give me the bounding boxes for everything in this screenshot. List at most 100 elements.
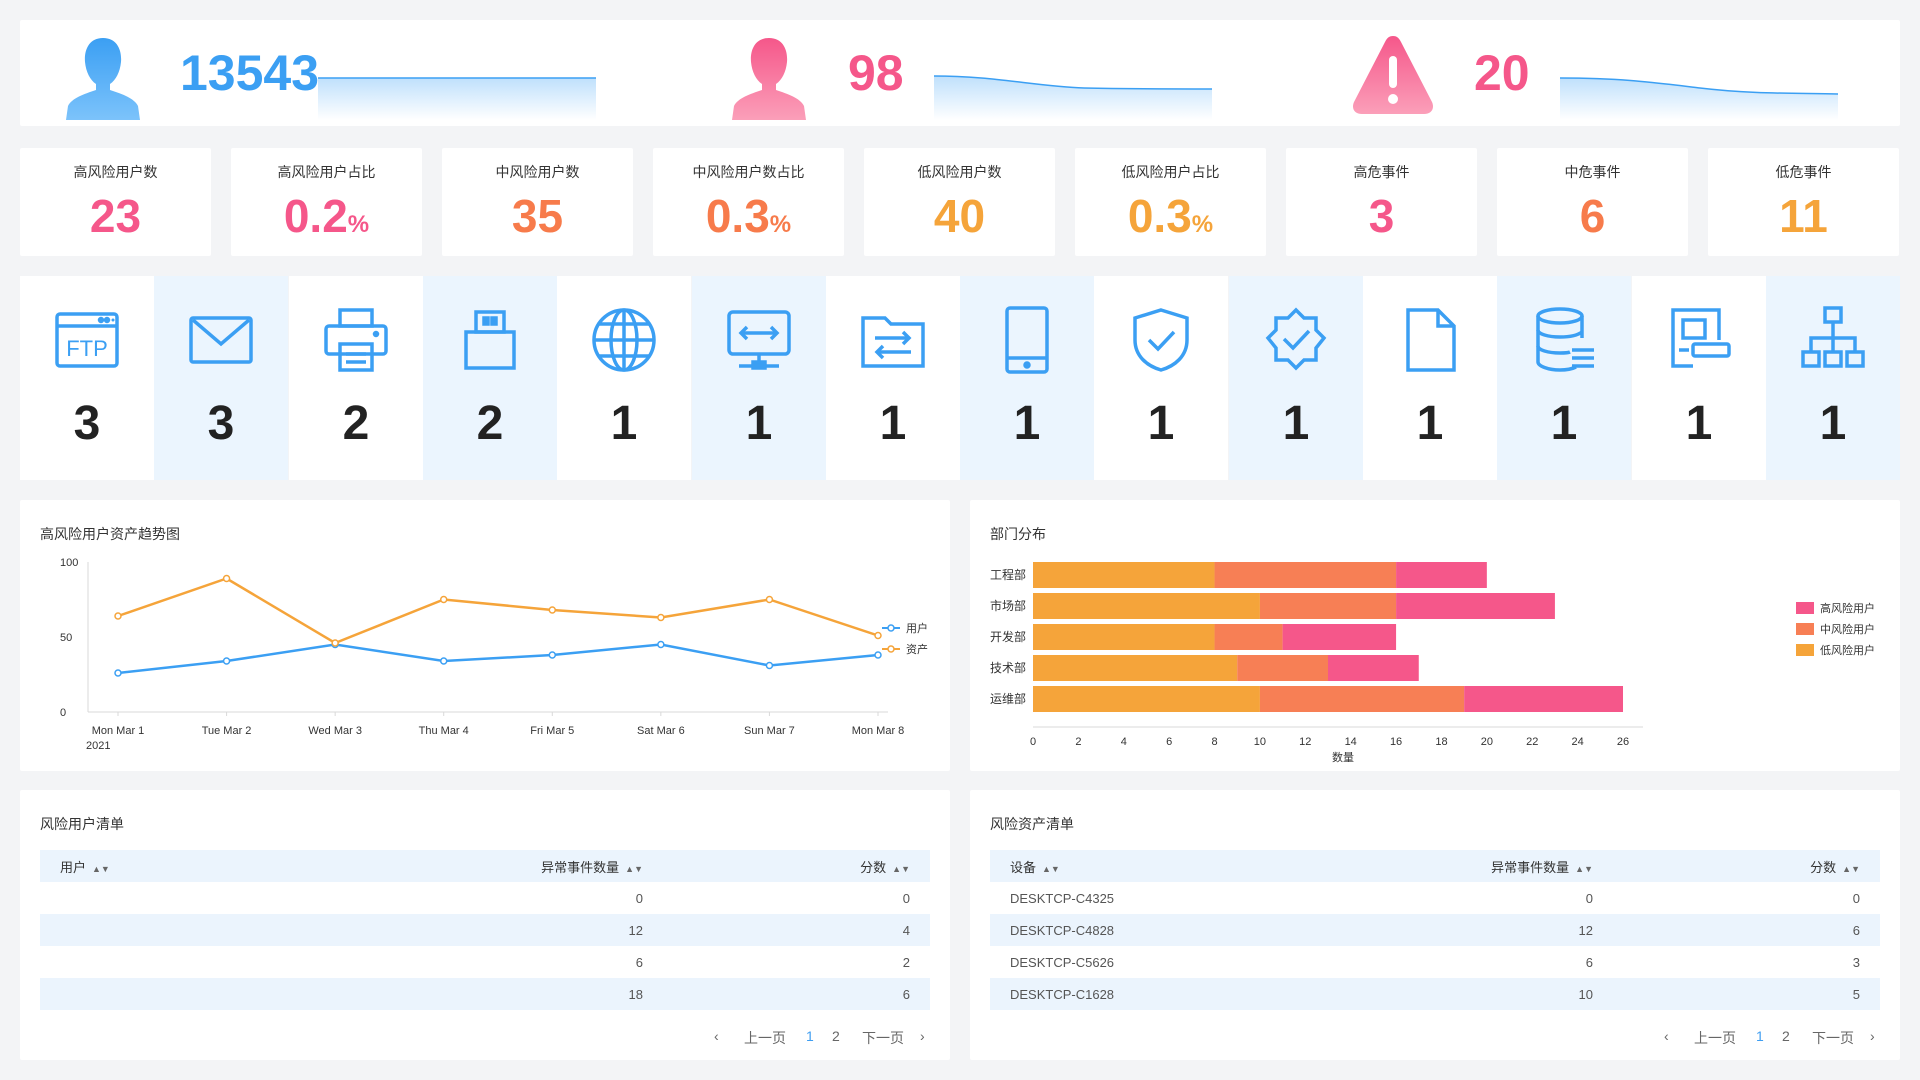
data-point[interactable] (765, 661, 774, 670)
sort-icon[interactable]: ▲▼ (625, 863, 643, 874)
table-row[interactable]: DESKTCP-C1628 10 5 (990, 978, 1880, 1010)
page-1-button[interactable]: 1 (806, 1028, 814, 1044)
channel-badge-check[interactable]: 1 (1229, 276, 1363, 480)
dept-chart: 0 2 4 6 8 10 12 14 16 18 20 22 24 26数量工程部市场部开发部技术部运维部… (990, 562, 1875, 764)
channel-database[interactable]: 1 (1497, 276, 1631, 480)
bar-segment[interactable] (1033, 686, 1260, 712)
data-point[interactable] (657, 640, 665, 649)
col-events[interactable]: 异常事件数量 ▲▼ (351, 850, 663, 882)
bar-segment[interactable] (1282, 624, 1397, 650)
data-point[interactable] (765, 595, 774, 604)
data-point[interactable] (439, 595, 448, 604)
channel-monitor-transfer[interactable]: 1 (692, 276, 826, 480)
ftp-label: FTP (66, 336, 108, 361)
prev-icon[interactable]: ‹ (714, 1028, 719, 1044)
data-point[interactable] (114, 669, 122, 677)
bar-segment[interactable] (1259, 686, 1465, 712)
globe-icon (592, 308, 656, 372)
bar-segment[interactable] (1396, 562, 1487, 588)
stat-number: 6 (1579, 190, 1606, 242)
legend-label[interactable]: 用户 (906, 621, 928, 635)
channel-printer[interactable]: 2 (289, 276, 423, 480)
data-point[interactable] (548, 651, 557, 659)
data-point[interactable] (548, 606, 557, 614)
x-tick-label: 14 (1345, 736, 1357, 748)
bar-segment[interactable] (1396, 593, 1555, 619)
data-point[interactable] (874, 651, 882, 659)
next-page-button[interactable]: 下一页 (862, 1030, 904, 1046)
channel-sitemap[interactable]: 1 (1766, 276, 1900, 480)
stat-number: 11 (1779, 190, 1828, 242)
col-score[interactable]: 分数 ▲▼ (663, 850, 930, 882)
channel-tablet[interactable]: 1 (960, 276, 1094, 480)
stat-label: 中风险用户数占比 (692, 164, 805, 180)
stat-card: 高风险用户占比 0.2% (231, 148, 422, 256)
channel-shield-check[interactable]: 1 (1094, 276, 1228, 480)
legend-label[interactable]: 中风险用户 (1820, 622, 1875, 636)
data-point[interactable] (439, 657, 448, 665)
channel-usb[interactable]: 2 (423, 276, 557, 480)
bar-segment[interactable] (1033, 562, 1215, 588)
bar-segment[interactable] (1033, 624, 1215, 650)
channel-mail[interactable]: 3 (154, 276, 288, 480)
stat-percent: % (347, 211, 370, 238)
data-point[interactable] (657, 613, 665, 622)
alerts-sparkline (1560, 77, 1838, 120)
legend-label[interactable]: 低风险用户 (1820, 643, 1875, 657)
bar-segment[interactable] (1033, 593, 1260, 619)
prev-page-button[interactable]: 上一页 (744, 1030, 786, 1046)
bar-segment[interactable] (1259, 593, 1397, 619)
sort-icon[interactable]: ▲▼ (1575, 863, 1593, 874)
page-2-button[interactable]: 2 (1782, 1028, 1790, 1044)
sort-icon[interactable]: ▲▼ (92, 863, 110, 874)
channel-folder-transfer[interactable]: 1 (826, 276, 960, 480)
sort-icon[interactable]: ▲▼ (1842, 863, 1860, 874)
legend-label[interactable]: 资产 (906, 642, 928, 656)
bar-segment[interactable] (1214, 562, 1397, 588)
table-row[interactable]: DESKTCP-C4828 12 6 (990, 914, 1880, 946)
x-tick-label: Mon Mar 8 (852, 725, 905, 737)
legend-label[interactable]: 高风险用户 (1820, 601, 1875, 615)
data-point[interactable] (114, 612, 122, 620)
bar-segment[interactable] (1237, 655, 1328, 681)
col-score[interactable]: 分数 ▲▼ (1613, 850, 1880, 882)
channel-globe[interactable]: 1 (557, 276, 691, 480)
sort-icon[interactable]: ▲▼ (1042, 863, 1060, 874)
x-tick-label: 20 (1481, 736, 1493, 748)
col-user[interactable]: 用户 ▲▼ (40, 850, 352, 882)
channel-file[interactable]: 1 (1363, 276, 1497, 480)
channel-count: 1 (745, 397, 773, 450)
page-1-button[interactable]: 1 (1756, 1028, 1764, 1044)
bar-segment[interactable] (1464, 686, 1623, 712)
prev-icon[interactable]: ‹ (1664, 1028, 1669, 1044)
next-icon[interactable]: › (920, 1028, 925, 1044)
data-point[interactable] (222, 657, 231, 665)
page-2-button[interactable]: 2 (832, 1028, 840, 1044)
risk-users-sparkline (934, 75, 1212, 120)
next-page-button[interactable]: 下一页 (1812, 1030, 1854, 1046)
col-events[interactable]: 异常事件数量 ▲▼ (1301, 850, 1613, 882)
bar-segment[interactable] (1033, 655, 1238, 681)
data-point[interactable] (222, 574, 231, 583)
stat-card: 高危事件 3 (1286, 148, 1477, 256)
sort-icon[interactable]: ▲▼ (892, 863, 910, 874)
table-row[interactable]: DESKTCP-C4325 0 0 (990, 882, 1880, 914)
risk-user-panel: 风险用户清单 用户 ▲▼ 异常事件数量 ▲▼ 分数 ▲▼ 0 0 12 4 6 2 18 6 ‹ 上… (20, 790, 950, 1060)
bar-segment[interactable] (1214, 624, 1283, 650)
table-row[interactable]: DESKTCP-C5626 6 3 (990, 946, 1880, 978)
channel-ftp[interactable]: FTP 3 (20, 276, 154, 480)
data-point[interactable] (874, 631, 882, 640)
next-icon[interactable]: › (1870, 1028, 1875, 1044)
channel-document-card[interactable]: 1 (1632, 276, 1766, 480)
table-row[interactable]: 18 6 (40, 978, 930, 1010)
bar-segment[interactable] (1328, 655, 1419, 681)
prev-page-button[interactable]: 上一页 (1694, 1030, 1736, 1046)
data-point[interactable] (331, 639, 339, 647)
table-cell: 0 (635, 890, 643, 906)
channel-count: 1 (1550, 397, 1578, 450)
col-device[interactable]: 设备 ▲▼ (990, 850, 1302, 882)
channel-count: 2 (476, 397, 504, 450)
table-row[interactable]: 12 4 (40, 914, 930, 946)
